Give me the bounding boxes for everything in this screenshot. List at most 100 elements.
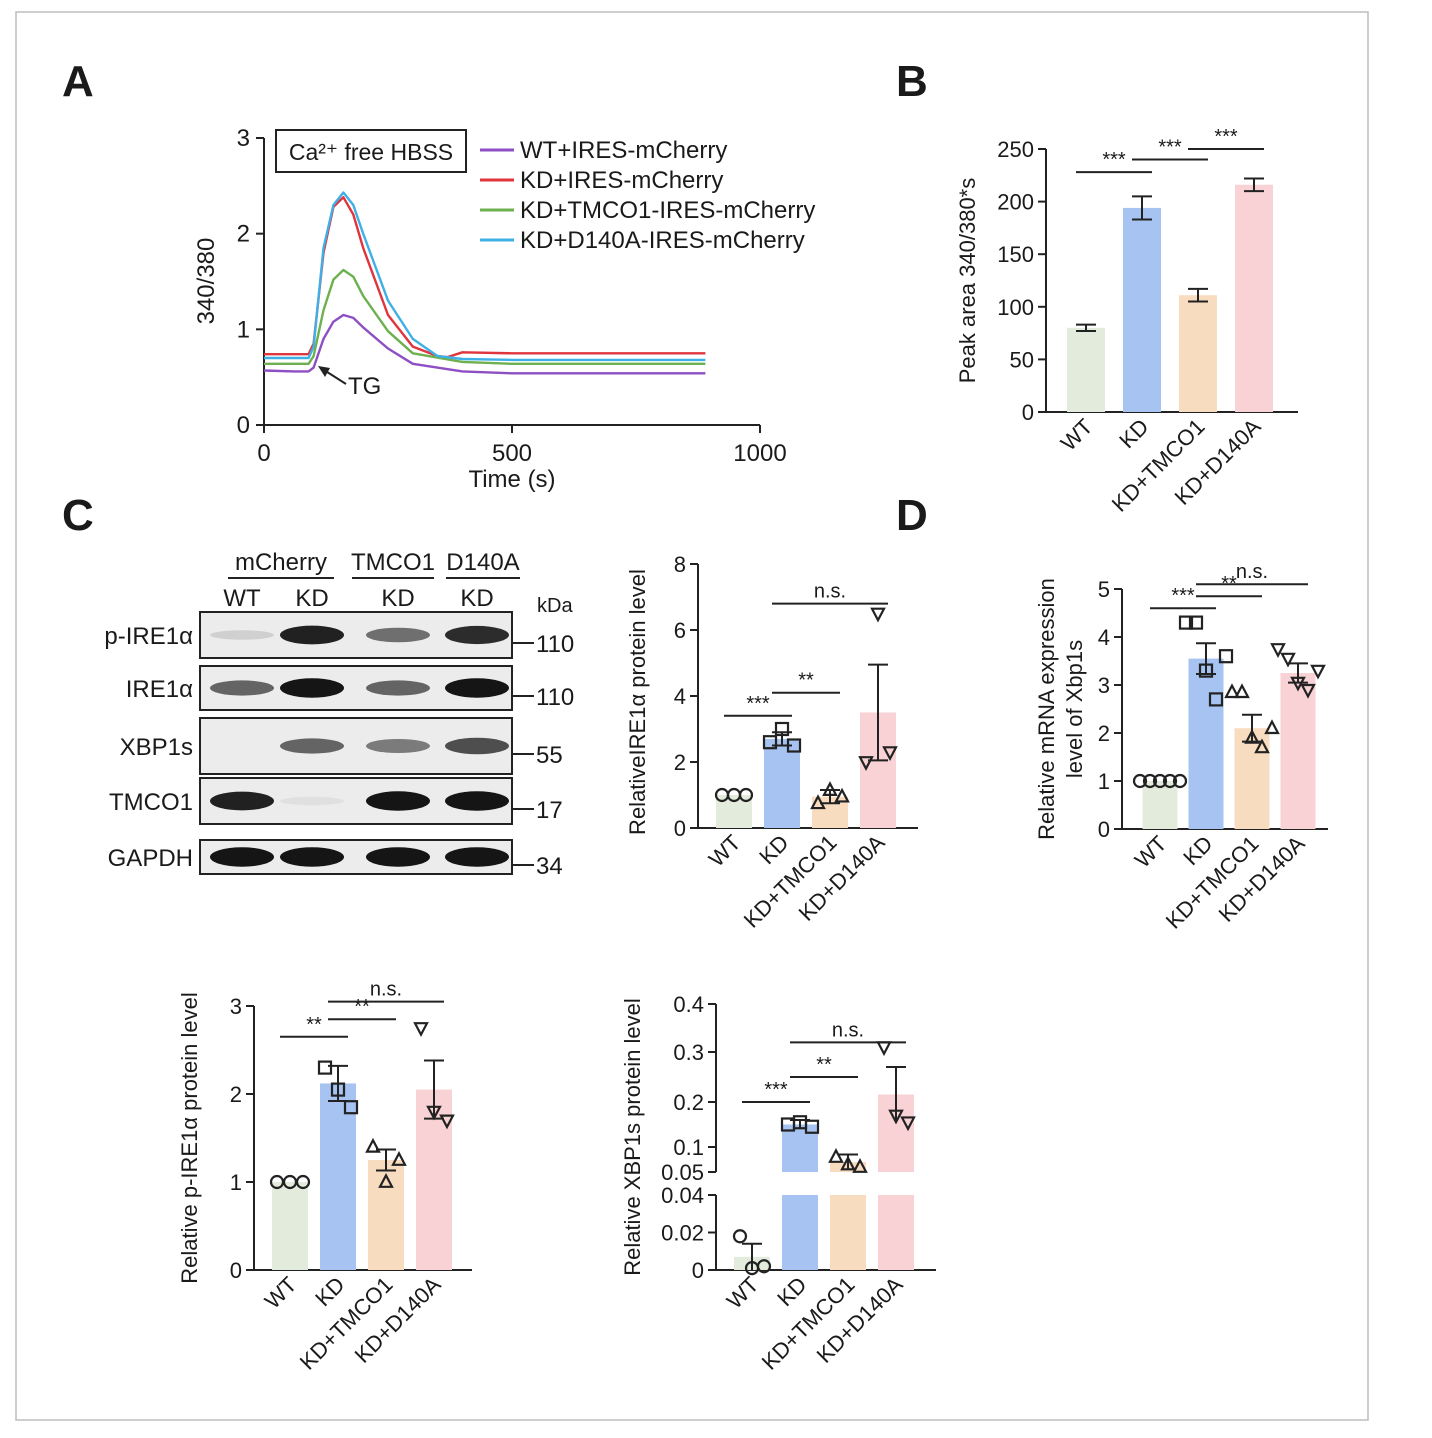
data-point bbox=[330, 1082, 346, 1097]
blot-band bbox=[280, 847, 344, 867]
y-axis-label: Relative p-IRE1α protein level bbox=[177, 992, 202, 1284]
x-tick-label: 1000 bbox=[733, 440, 786, 467]
y-tick-label: 6 bbox=[674, 618, 686, 643]
significance-label: *** bbox=[1158, 137, 1182, 159]
y-tick-label: 2 bbox=[674, 750, 686, 775]
blot-band bbox=[210, 680, 274, 696]
y-axis-label: RelativeIRE1α protein level bbox=[625, 569, 650, 835]
data-point bbox=[828, 1148, 844, 1163]
data-point bbox=[1188, 615, 1204, 630]
kda-value: 34 bbox=[536, 853, 563, 880]
y-tick-label: 0.4 bbox=[673, 992, 704, 1017]
kda-value: 110 bbox=[536, 631, 574, 658]
blot-lane-label: KD bbox=[295, 585, 328, 612]
data-point bbox=[870, 607, 886, 623]
data-point bbox=[1270, 643, 1286, 658]
data-point bbox=[1234, 683, 1250, 699]
blot-band bbox=[210, 847, 274, 867]
kda-value: 55 bbox=[536, 742, 563, 769]
kda-label: kDa bbox=[537, 595, 573, 617]
data-point bbox=[786, 738, 802, 753]
legend-label: KD+D140A-IRES-mCherry bbox=[520, 227, 805, 254]
x-tick-label: 500 bbox=[492, 440, 532, 467]
data-point bbox=[1208, 692, 1224, 707]
blot-band bbox=[366, 627, 430, 643]
blot-band bbox=[366, 739, 430, 753]
y-tick-label: 4 bbox=[1098, 625, 1110, 650]
legend-label: WT+IRES-mCherry bbox=[520, 137, 727, 164]
data-point bbox=[1300, 683, 1316, 699]
blot-row-label: IRE1α bbox=[126, 676, 193, 703]
blot-band bbox=[280, 678, 344, 698]
y-tick-label: 8 bbox=[674, 552, 686, 577]
blot-row-label: TMCO1 bbox=[109, 789, 193, 816]
data-point bbox=[295, 1174, 311, 1190]
data-point bbox=[900, 1116, 916, 1132]
y-tick-label: 3 bbox=[1098, 673, 1110, 698]
data-point bbox=[1142, 773, 1158, 789]
y-tick-label: 50 bbox=[1010, 347, 1034, 372]
data-point bbox=[413, 1022, 429, 1037]
panel-a-line-chart: 0 1 2 3 0 500 1000 Time (s) 340/380 Ca²⁺ free HBS… bbox=[193, 125, 815, 493]
series-line bbox=[264, 268, 706, 365]
y-tick-label: 150 bbox=[997, 242, 1034, 267]
bar-wt bbox=[1142, 781, 1178, 829]
bar-kd bbox=[1123, 207, 1161, 412]
data-point bbox=[882, 746, 898, 762]
data-point bbox=[1172, 773, 1188, 789]
bar-kd-d140a-lower bbox=[878, 1195, 914, 1270]
data-point bbox=[439, 1114, 455, 1130]
significance-label: *** bbox=[746, 693, 770, 715]
data-point bbox=[1254, 738, 1270, 754]
significance-label: ** bbox=[798, 670, 814, 692]
y-tick-label: 3 bbox=[237, 125, 250, 152]
data-point bbox=[1224, 683, 1240, 699]
data-point bbox=[365, 1137, 381, 1153]
data-point bbox=[426, 1105, 442, 1121]
data-point bbox=[1162, 773, 1178, 789]
data-point bbox=[888, 1109, 904, 1125]
data-point bbox=[858, 756, 874, 771]
y-tick-label: 200 bbox=[997, 190, 1034, 215]
data-point bbox=[1132, 773, 1148, 789]
blot-band bbox=[445, 678, 509, 698]
blot-row-label: XBP1s bbox=[120, 734, 193, 761]
y-tick-label: 0.2 bbox=[673, 1090, 704, 1115]
y-tick-label: 1 bbox=[237, 316, 250, 343]
panel-label-a: A bbox=[62, 57, 94, 106]
series-line bbox=[263, 313, 706, 375]
y-tick-label: 0 bbox=[1022, 400, 1034, 425]
y-tick-label: 0.05 bbox=[661, 1160, 704, 1185]
significance-label: n.s. bbox=[1236, 561, 1268, 583]
y-axis-label: Peak area 340/380*s bbox=[955, 178, 980, 384]
blot-band bbox=[210, 791, 274, 811]
x-tick-label: 0 bbox=[257, 440, 270, 467]
blot-band bbox=[280, 738, 344, 754]
tg-arrow-head bbox=[318, 366, 330, 377]
y-tick-label: 4 bbox=[674, 684, 686, 709]
data-point bbox=[343, 1100, 359, 1115]
y-tick-label: 1 bbox=[230, 1170, 242, 1195]
blot-band bbox=[445, 625, 509, 645]
y-tick-label: 0 bbox=[692, 1258, 704, 1283]
blot-row-label: p-IRE1α bbox=[104, 623, 193, 650]
blot-band bbox=[445, 847, 509, 867]
western-blot: mCherry TMCO1 D140A WT KD KD KD kDa p-IRE1α 110 IR… bbox=[104, 549, 574, 880]
y-axis-label: Relative XBP1s protein level bbox=[620, 998, 645, 1276]
significance-label: ** bbox=[354, 996, 370, 1018]
bar-wt bbox=[272, 1182, 308, 1270]
tg-label: TG bbox=[348, 373, 381, 400]
significance-label: *** bbox=[1171, 585, 1195, 607]
y-axis-label: 340/380 bbox=[193, 238, 220, 325]
xbp1s-bar-chart: 00.020.040.050.10.20.30.4WT KDKD+TMCO1KD+… bbox=[620, 992, 936, 1375]
data-point bbox=[1218, 649, 1234, 664]
data-point bbox=[1280, 652, 1296, 668]
y-tick-label: 0 bbox=[674, 816, 686, 841]
blot-band bbox=[366, 791, 430, 811]
bar-wt bbox=[1067, 327, 1105, 412]
kda-value: 110 bbox=[536, 684, 574, 711]
buffer-box bbox=[275, 129, 467, 173]
y-tick-label: 2 bbox=[237, 221, 250, 248]
data-point bbox=[1290, 676, 1306, 692]
